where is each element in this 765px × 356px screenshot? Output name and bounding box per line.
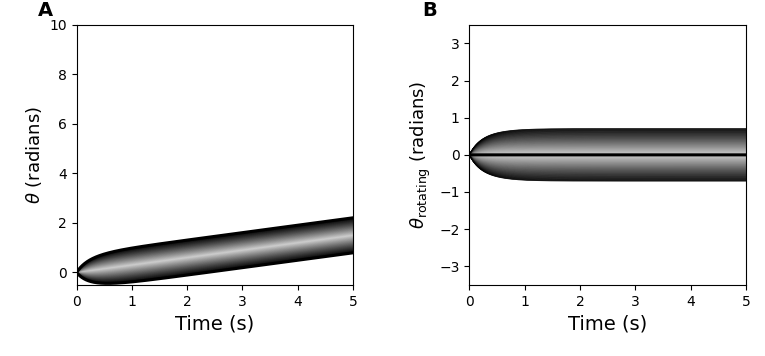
Y-axis label: $\theta$ (radians): $\theta$ (radians) [24,106,44,204]
X-axis label: Time (s): Time (s) [175,314,255,333]
Text: B: B [422,1,437,20]
X-axis label: Time (s): Time (s) [568,314,647,333]
Text: A: A [37,1,53,20]
Y-axis label: $\theta_{\mathrm{rotating}}$ (radians): $\theta_{\mathrm{rotating}}$ (radians) [409,81,434,229]
